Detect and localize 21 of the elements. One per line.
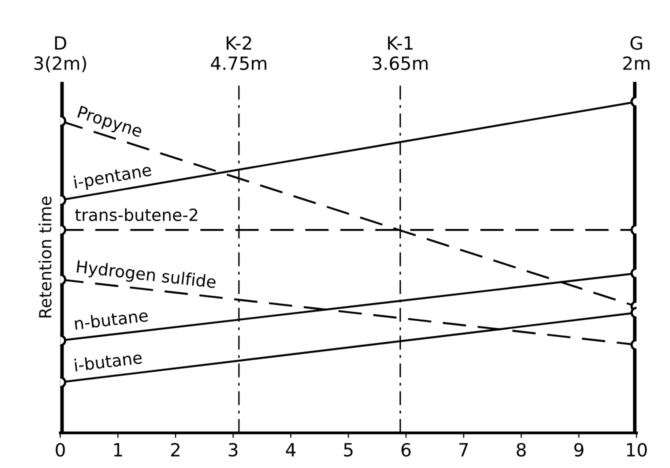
x-tick-label: 4 bbox=[286, 443, 296, 456]
text: i-butane bbox=[74, 350, 142, 372]
x-tick-label: 3 bbox=[228, 442, 238, 457]
ref-line-label: G 2m bbox=[623, 36, 650, 70]
ref-line-label: K-1 3.65m bbox=[372, 36, 428, 70]
text: i-pentane bbox=[74, 162, 152, 192]
x-tick-label: 0 bbox=[56, 442, 65, 457]
x-tick-label: 7 bbox=[459, 443, 468, 456]
x-tick-label: 1 bbox=[114, 443, 122, 456]
text: n-butane bbox=[74, 308, 148, 330]
text: Hydrogen sulfide bbox=[76, 260, 216, 292]
x-tick-label: 2 bbox=[171, 442, 180, 456]
x-tick-label: 9 bbox=[574, 442, 584, 457]
y-axis-title: Retention time bbox=[38, 196, 52, 318]
x-tick-label: 6 bbox=[402, 442, 411, 457]
x-tick-label: 10 bbox=[626, 442, 647, 457]
series-label: trans-butene-2 bbox=[75, 208, 198, 222]
ref-line-label: D 3(2m) bbox=[34, 36, 86, 72]
x-tick-label: 8 bbox=[516, 442, 526, 457]
x-tick-label: 5 bbox=[344, 443, 353, 457]
ref-line-label: K-2 4.75m bbox=[210, 36, 266, 70]
